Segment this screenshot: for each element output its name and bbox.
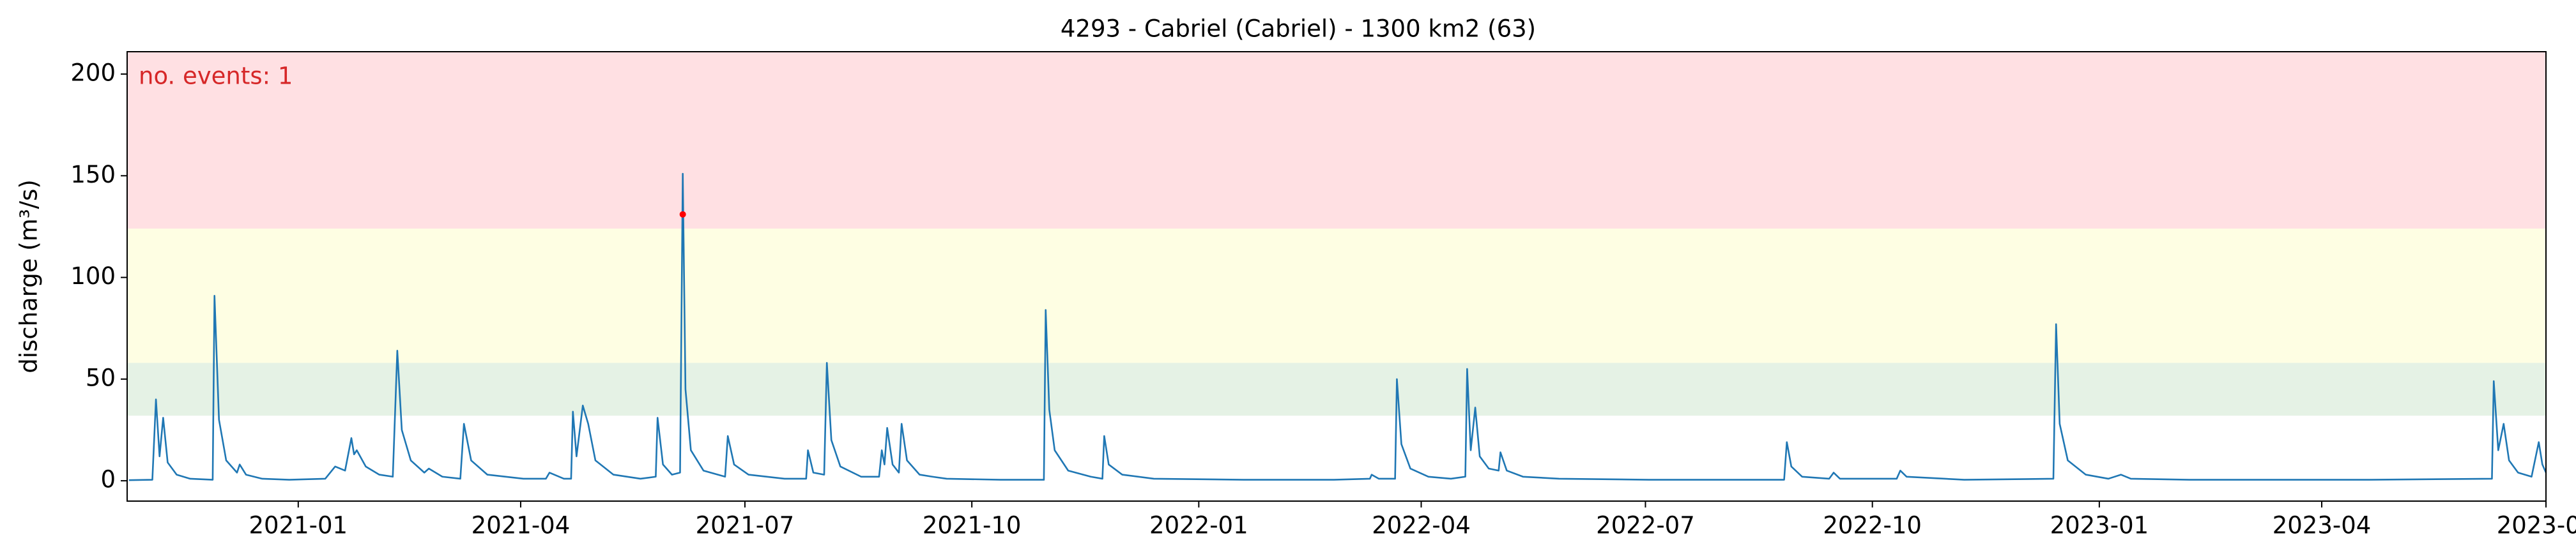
- y-tick-label: 100: [70, 262, 116, 290]
- x-tick-label: 2023-01: [2050, 512, 2149, 539]
- y-tick-label: 200: [70, 59, 116, 87]
- y-tick-label: 50: [86, 364, 116, 391]
- x-tick-label: 2021-10: [923, 512, 1022, 539]
- x-tick-label: 2023-07: [2497, 512, 2576, 539]
- plot-frame: [126, 51, 2547, 502]
- x-tick-label: 2022-10: [1823, 512, 1922, 539]
- x-tick-label: 2023-04: [2273, 512, 2372, 539]
- x-tick-label: 2022-04: [1372, 512, 1471, 539]
- y-tick-label: 0: [100, 466, 116, 493]
- x-tick-label: 2021-01: [249, 512, 348, 539]
- x-tick-label: 2021-04: [471, 512, 571, 539]
- x-tick-label: 2021-07: [696, 512, 795, 539]
- chart-title: 4293 - Cabriel (Cabriel) - 1300 km2 (63): [1061, 15, 1536, 43]
- threshold-band: [127, 52, 2546, 229]
- y-axis-label: discharge (m³/s): [15, 179, 43, 373]
- y-tick-label: 150: [70, 161, 116, 188]
- event-marker: [679, 211, 686, 218]
- x-tick-label: 2022-07: [1596, 512, 1695, 539]
- discharge-line: [128, 172, 2547, 481]
- annotation: no. events: 1: [139, 63, 293, 90]
- x-tick-label: 2022-01: [1149, 512, 1248, 539]
- threshold-band: [127, 229, 2546, 363]
- threshold-band: [127, 363, 2546, 416]
